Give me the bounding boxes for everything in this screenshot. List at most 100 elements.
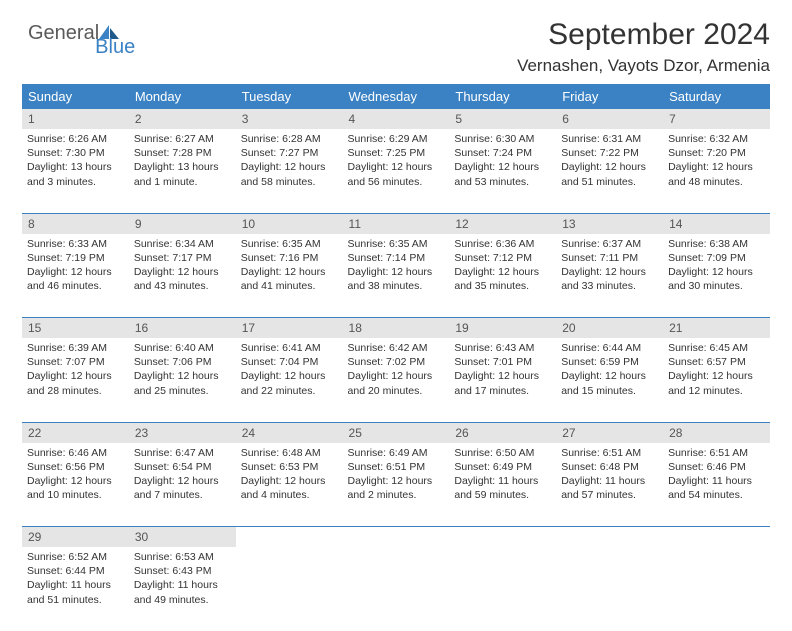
sunrise-text: Sunrise: 6:50 AM — [454, 446, 551, 460]
sunrise-text: Sunrise: 6:52 AM — [27, 550, 124, 564]
sunrise-text: Sunrise: 6:27 AM — [134, 132, 231, 146]
day-cell — [556, 547, 663, 631]
day-number-cell — [343, 527, 450, 548]
day-content: Sunrise: 6:30 AMSunset: 7:24 PMDaylight:… — [454, 132, 551, 189]
calendar-page: General Blue September 2024 Vernashen, V… — [0, 0, 792, 612]
day-content: Sunrise: 6:34 AMSunset: 7:17 PMDaylight:… — [134, 237, 231, 294]
sunrise-text: Sunrise: 6:39 AM — [27, 341, 124, 355]
sunset-text: Sunset: 7:11 PM — [561, 251, 658, 265]
day-cell: Sunrise: 6:44 AMSunset: 6:59 PMDaylight:… — [556, 338, 663, 422]
day-cell: Sunrise: 6:30 AMSunset: 7:24 PMDaylight:… — [449, 129, 556, 213]
sunrise-text: Sunrise: 6:28 AM — [241, 132, 338, 146]
daylight-text: Daylight: 11 hours and 49 minutes. — [134, 578, 231, 606]
day-number-cell: 17 — [236, 318, 343, 339]
sunset-text: Sunset: 7:06 PM — [134, 355, 231, 369]
calendar-body: 1234567 Sunrise: 6:26 AMSunset: 7:30 PMDa… — [22, 109, 770, 631]
sunrise-text: Sunrise: 6:41 AM — [241, 341, 338, 355]
daylight-text: Daylight: 12 hours and 51 minutes. — [561, 160, 658, 188]
sunrise-text: Sunrise: 6:53 AM — [134, 550, 231, 564]
day-number-cell: 12 — [449, 213, 556, 234]
daylight-text: Daylight: 12 hours and 22 minutes. — [241, 369, 338, 397]
sunrise-text: Sunrise: 6:31 AM — [561, 132, 658, 146]
sunrise-text: Sunrise: 6:37 AM — [561, 237, 658, 251]
sunrise-text: Sunrise: 6:43 AM — [454, 341, 551, 355]
sunrise-text: Sunrise: 6:51 AM — [668, 446, 765, 460]
daylight-text: Daylight: 12 hours and 53 minutes. — [454, 160, 551, 188]
weekday-header: Monday — [129, 84, 236, 109]
daylight-text: Daylight: 12 hours and 7 minutes. — [134, 474, 231, 502]
day-content: Sunrise: 6:50 AMSunset: 6:49 PMDaylight:… — [454, 446, 551, 503]
day-number-cell: 22 — [22, 422, 129, 443]
day-number-cell — [556, 527, 663, 548]
day-content: Sunrise: 6:45 AMSunset: 6:57 PMDaylight:… — [668, 341, 765, 398]
daylight-text: Daylight: 11 hours and 54 minutes. — [668, 474, 765, 502]
sunrise-text: Sunrise: 6:40 AM — [134, 341, 231, 355]
day-number-cell: 23 — [129, 422, 236, 443]
day-cell — [663, 547, 770, 631]
day-number-cell: 30 — [129, 527, 236, 548]
sunset-text: Sunset: 6:43 PM — [134, 564, 231, 578]
sunset-text: Sunset: 6:46 PM — [668, 460, 765, 474]
day-content: Sunrise: 6:42 AMSunset: 7:02 PMDaylight:… — [348, 341, 445, 398]
daylight-text: Daylight: 12 hours and 43 minutes. — [134, 265, 231, 293]
day-cell: Sunrise: 6:31 AMSunset: 7:22 PMDaylight:… — [556, 129, 663, 213]
sunset-text: Sunset: 7:24 PM — [454, 146, 551, 160]
sunset-text: Sunset: 6:54 PM — [134, 460, 231, 474]
day-content: Sunrise: 6:26 AMSunset: 7:30 PMDaylight:… — [27, 132, 124, 189]
sunset-text: Sunset: 6:51 PM — [348, 460, 445, 474]
sunset-text: Sunset: 6:48 PM — [561, 460, 658, 474]
sunset-text: Sunset: 6:56 PM — [27, 460, 124, 474]
brand-word1: General — [28, 22, 99, 45]
sunrise-text: Sunrise: 6:48 AM — [241, 446, 338, 460]
sunrise-text: Sunrise: 6:47 AM — [134, 446, 231, 460]
day-content: Sunrise: 6:49 AMSunset: 6:51 PMDaylight:… — [348, 446, 445, 503]
day-content: Sunrise: 6:41 AMSunset: 7:04 PMDaylight:… — [241, 341, 338, 398]
daylight-text: Daylight: 13 hours and 1 minute. — [134, 160, 231, 188]
week-row: Sunrise: 6:46 AMSunset: 6:56 PM Daylight:… — [22, 443, 770, 527]
day-number-cell: 8 — [22, 213, 129, 234]
sunset-text: Sunset: 7:19 PM — [27, 251, 124, 265]
sunrise-text: Sunrise: 6:46 AM — [27, 446, 124, 460]
day-number-row: 891011121314 — [22, 213, 770, 234]
day-cell — [343, 547, 450, 631]
day-cell: Sunrise: 6:48 AMSunset: 6:53 PMDaylight:… — [236, 443, 343, 527]
brand-logo: General Blue — [28, 22, 163, 45]
day-content: Sunrise: 6:48 AMSunset: 6:53 PMDaylight:… — [241, 446, 338, 503]
sunset-text: Sunset: 7:27 PM — [241, 146, 338, 160]
day-cell: Sunrise: 6:37 AMSunset: 7:11 PMDaylight:… — [556, 234, 663, 318]
sunset-text: Sunset: 7:02 PM — [348, 355, 445, 369]
day-content: Sunrise: 6:53 AMSunset: 6:43 PMDaylight:… — [134, 550, 231, 607]
week-row: Sunrise: 6:39 AMSunset: 7:07 PMDaylight:… — [22, 338, 770, 422]
day-number-cell: 27 — [556, 422, 663, 443]
daylight-text: Daylight: 11 hours and 59 minutes. — [454, 474, 551, 502]
daylight-text: Daylight: 12 hours and 46 minutes. — [27, 265, 124, 293]
weekday-header-row: Sunday Monday Tuesday Wednesday Thursday… — [22, 84, 770, 109]
day-cell: Sunrise: 6:42 AMSunset: 7:02 PMDaylight:… — [343, 338, 450, 422]
day-number-cell — [663, 527, 770, 548]
day-cell: Sunrise: 6:49 AMSunset: 6:51 PMDaylight:… — [343, 443, 450, 527]
sunset-text: Sunset: 7:17 PM — [134, 251, 231, 265]
week-row: Sunrise: 6:33 AMSunset: 7:19 PMDaylight:… — [22, 234, 770, 318]
day-content: Sunrise: 6:52 AMSunset: 6:44 PMDaylight:… — [27, 550, 124, 607]
day-cell — [449, 547, 556, 631]
weekday-header: Sunday — [22, 84, 129, 109]
day-cell: Sunrise: 6:52 AMSunset: 6:44 PMDaylight:… — [22, 547, 129, 631]
daylight-text: Daylight: 12 hours and 38 minutes. — [348, 265, 445, 293]
day-cell: Sunrise: 6:28 AMSunset: 7:27 PMDaylight:… — [236, 129, 343, 213]
day-number-cell: 6 — [556, 109, 663, 129]
day-content: Sunrise: 6:51 AMSunset: 6:48 PMDaylight:… — [561, 446, 658, 503]
day-number-row: 1234567 — [22, 109, 770, 129]
sunrise-text: Sunrise: 6:35 AM — [241, 237, 338, 251]
sunrise-text: Sunrise: 6:45 AM — [668, 341, 765, 355]
day-number-row: 22232425262728 — [22, 422, 770, 443]
sunset-text: Sunset: 7:01 PM — [454, 355, 551, 369]
sunset-text: Sunset: 7:04 PM — [241, 355, 338, 369]
day-number-cell: 24 — [236, 422, 343, 443]
day-number-cell: 21 — [663, 318, 770, 339]
day-cell: Sunrise: 6:35 AMSunset: 7:16 PMDaylight:… — [236, 234, 343, 318]
day-number-cell: 5 — [449, 109, 556, 129]
day-content: Sunrise: 6:31 AMSunset: 7:22 PMDaylight:… — [561, 132, 658, 189]
day-content: Sunrise: 6:43 AMSunset: 7:01 PMDaylight:… — [454, 341, 551, 398]
day-number-cell — [449, 527, 556, 548]
sunset-text: Sunset: 6:59 PM — [561, 355, 658, 369]
